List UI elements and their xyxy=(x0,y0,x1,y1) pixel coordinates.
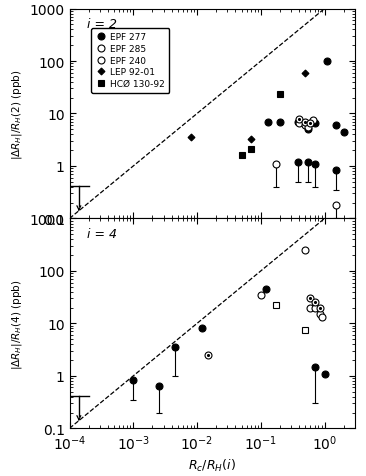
EPF 277 xyxy=(325,59,329,65)
EPF 277 xyxy=(296,119,300,125)
Text: i = 2: i = 2 xyxy=(87,18,117,31)
X-axis label: $R_c/R_H(i)$: $R_c/R_H(i)$ xyxy=(188,457,236,474)
EPF 240 xyxy=(303,119,307,125)
Y-axis label: $|\Delta R_H|/R_H(2)$ (ppb): $|\Delta R_H|/R_H(2)$ (ppb) xyxy=(10,69,24,159)
EPF 240 xyxy=(297,117,302,122)
Line: EPF 240: EPF 240 xyxy=(296,116,314,128)
Legend: EPF 277, EPF 285, EPF 240, LEP 92-01, HCØ 130-92: EPF 277, EPF 285, EPF 240, LEP 92-01, HC… xyxy=(91,29,169,93)
EPF 277 xyxy=(334,123,338,129)
HCØ 130-92 xyxy=(249,147,253,153)
EPF 285 xyxy=(273,161,278,167)
Line: EPF 277: EPF 277 xyxy=(265,59,347,136)
EPF 285 xyxy=(310,118,315,124)
EPF 277 xyxy=(306,127,310,133)
EPF 285 xyxy=(306,125,310,131)
Line: LEP 92-01: LEP 92-01 xyxy=(188,71,308,143)
HCØ 130-92 xyxy=(239,153,244,159)
Y-axis label: $|\Delta R_H|/R_H(4)$ (ppb): $|\Delta R_H|/R_H(4)$ (ppb) xyxy=(10,278,24,369)
EPF 285 xyxy=(303,123,307,129)
Text: i = 4: i = 4 xyxy=(87,228,117,240)
Line: EPF 285: EPF 285 xyxy=(272,117,339,209)
LEP 92-01 xyxy=(249,137,253,143)
EPF 240 xyxy=(308,121,313,127)
HCØ 130-92 xyxy=(278,91,282,97)
EPF 285 xyxy=(297,121,302,127)
EPF 277 xyxy=(313,121,317,127)
EPF 277 xyxy=(341,129,346,135)
Line: HCØ 130-92: HCØ 130-92 xyxy=(238,91,284,159)
EPF 277 xyxy=(303,121,307,127)
EPF 277 xyxy=(278,119,282,125)
LEP 92-01 xyxy=(189,135,193,141)
EPF 277 xyxy=(266,119,270,125)
EPF 285 xyxy=(334,203,338,208)
LEP 92-01 xyxy=(303,70,307,76)
